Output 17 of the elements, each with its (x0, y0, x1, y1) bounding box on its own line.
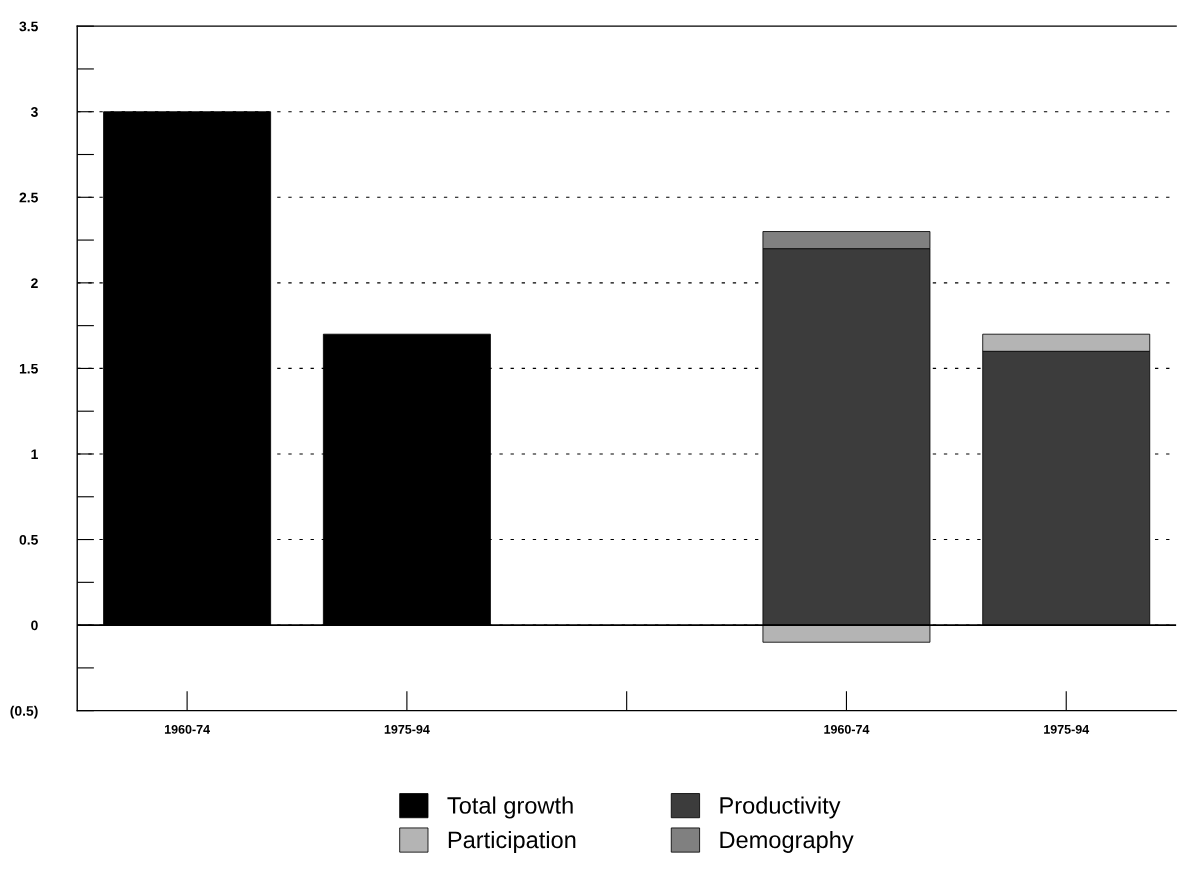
legend-label: Total growth (447, 796, 573, 819)
legend-label: Participation (448, 830, 576, 853)
x-tick-label: 1975-94 (1044, 724, 1090, 734)
legend-label: Demography (720, 830, 854, 853)
x-tick-label: 1975-94 (384, 724, 430, 734)
y-tick-label: 3.5 (19, 21, 38, 32)
y-tick-label: 0.5 (19, 534, 38, 545)
y-tick-label: 1 (31, 449, 38, 460)
legend-label: Productivity (720, 796, 841, 819)
y-tick-label: 2.5 (19, 192, 38, 203)
y-tick-label: 2 (31, 278, 38, 288)
y-tick-label: 1.5 (19, 363, 38, 374)
x-tick-label: 1960-74 (164, 724, 210, 734)
x-tick-label: 1960-74 (824, 724, 870, 734)
y-tick-label: 0 (31, 620, 38, 631)
y-tick-label: (0.5) (10, 705, 38, 719)
y-tick-label: 3 (30, 107, 38, 117)
